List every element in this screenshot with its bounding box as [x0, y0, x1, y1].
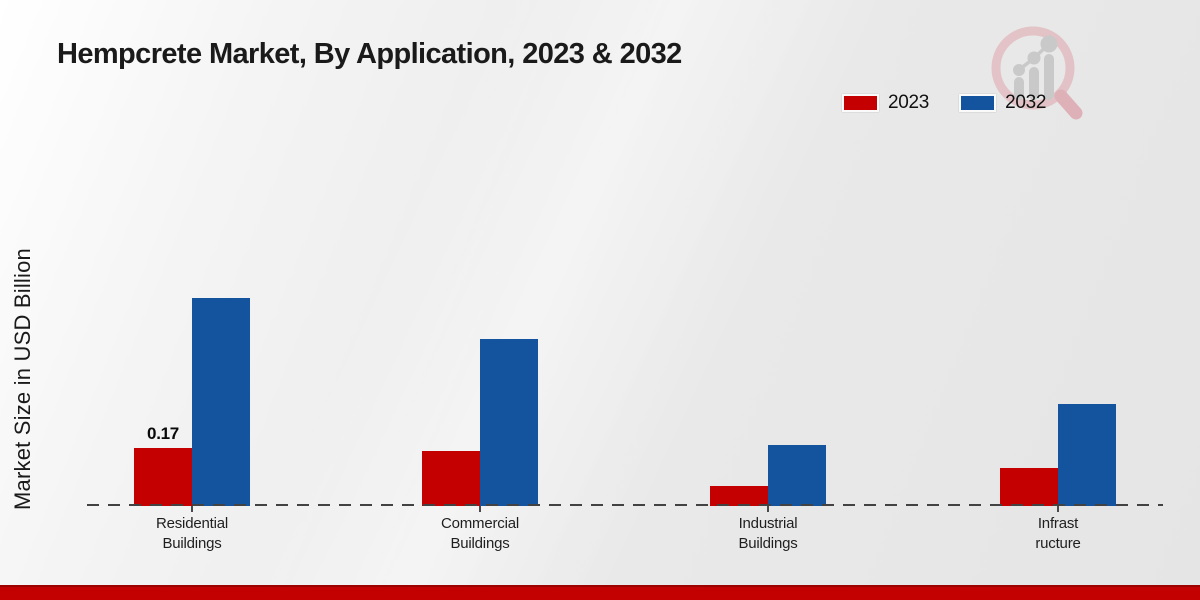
category-label-industrial-buildings: Industrial Buildings — [738, 515, 798, 552]
bar-2032-infrastructure — [1058, 404, 1116, 506]
category-label-infrastructure: Infrast ructure — [1035, 515, 1081, 552]
x-axis-tick — [1057, 506, 1059, 512]
bar-2023-infrastructure — [1000, 468, 1058, 506]
footer-bar — [0, 585, 1200, 600]
legend-item-2032: 2032 — [959, 92, 1046, 114]
legend-item-2023: 2023 — [842, 92, 929, 114]
x-axis-tick — [767, 506, 769, 512]
bar-2032-residential-buildings — [192, 298, 250, 506]
page-title: Hempcrete Market, By Application, 2023 &… — [57, 38, 682, 70]
x-axis-tick — [479, 506, 481, 512]
legend-swatch-2032 — [959, 94, 997, 112]
bar-2023-residential-buildings — [134, 448, 192, 506]
category-label-residential-buildings: Residential Buildings — [155, 515, 228, 552]
bar-value-label: 0.17 — [147, 424, 179, 443]
x-axis-baseline — [87, 504, 1163, 506]
brand-logo — [991, 26, 1083, 120]
bar-2032-industrial-buildings — [768, 445, 826, 506]
bar-2023-industrial-buildings — [710, 486, 768, 506]
legend-label-2032: 2032 — [1005, 92, 1047, 113]
legend: 2023 2032 — [842, 92, 1046, 114]
bar-2032-commercial-buildings — [480, 339, 538, 506]
bar-growth-icon — [1013, 35, 1058, 100]
magnifier-icon — [991, 26, 1083, 120]
legend-label-2023: 2023 — [888, 92, 930, 113]
category-label-commercial-buildings: Commercial Buildings — [440, 515, 519, 552]
x-axis-tick — [191, 506, 193, 512]
bar-2023-commercial-buildings — [422, 451, 480, 506]
legend-swatch-2023 — [842, 94, 879, 112]
